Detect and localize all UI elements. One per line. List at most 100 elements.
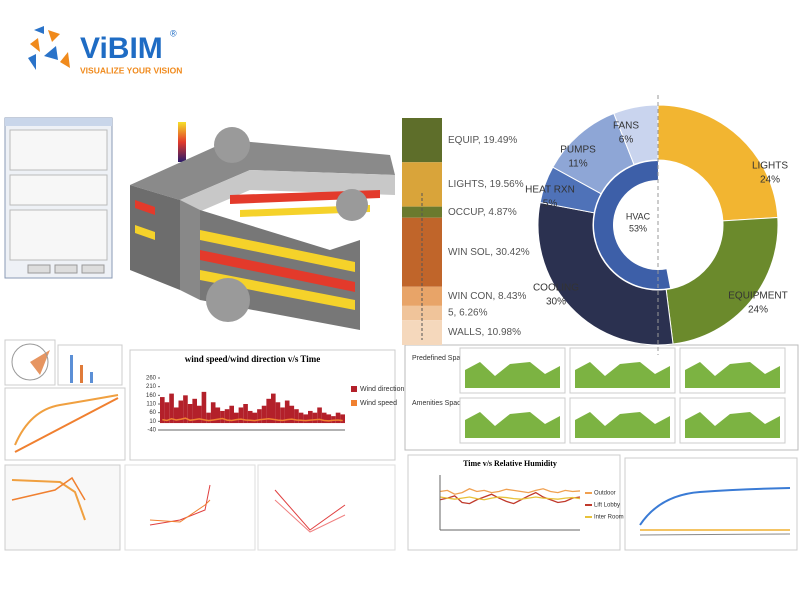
bar — [187, 404, 193, 424]
mini-area — [685, 412, 780, 438]
bar — [294, 409, 299, 424]
donut-slice — [537, 201, 674, 346]
legend-label: Outdoor — [594, 491, 616, 497]
slice-value: 6% — [619, 135, 634, 146]
bar — [220, 410, 225, 424]
logo: ViBIM ® VISUALIZE YOUR VISION — [28, 26, 182, 75]
bar — [160, 397, 165, 424]
y-tick-label: 260 — [146, 376, 157, 382]
slice-name: EQUIPMENT — [728, 291, 787, 302]
y-tick-label: 110 — [146, 402, 156, 408]
line — [162, 417, 343, 422]
slice-name: HEAT RXN — [525, 185, 575, 196]
segment-label: OCCUP, 4.87% — [448, 207, 517, 218]
column-segment — [402, 206, 442, 218]
column-segment — [402, 286, 442, 306]
registered: ® — [170, 28, 177, 38]
bar — [224, 409, 230, 424]
bar — [215, 407, 221, 424]
mini-area — [465, 362, 560, 388]
bar — [247, 410, 253, 424]
bar — [289, 405, 295, 424]
bar — [173, 407, 179, 424]
bar — [312, 412, 318, 424]
chart-title: Time v/s Relative Humidity — [463, 459, 557, 468]
bar — [275, 402, 281, 424]
bar — [257, 409, 262, 424]
mini-area — [575, 412, 670, 438]
bar — [197, 405, 202, 424]
slice-value: 24% — [748, 305, 768, 316]
line — [439, 496, 581, 501]
bar — [326, 414, 332, 424]
bar — [229, 405, 234, 424]
slice-value: 30% — [546, 297, 566, 308]
slice-value: 5% — [543, 199, 558, 210]
y-tick-label: -40 — [147, 428, 156, 434]
bar — [280, 407, 285, 424]
donut-slice — [657, 104, 779, 222]
bar — [261, 405, 267, 424]
inner-name: HVAC — [626, 211, 651, 221]
segment-label: WIN SOL, 30.42% — [448, 247, 530, 258]
slice-name: FANS — [613, 121, 639, 132]
brand: ViBIM — [80, 32, 163, 65]
bar — [271, 393, 276, 424]
space-profiles: Predefined Spaces Amenities Spaces — [404, 344, 799, 451]
slice-value: 11% — [568, 159, 587, 170]
panel-label: Amenities Spaces — [412, 400, 469, 407]
chart-frame — [407, 454, 621, 551]
inner-value: 53% — [629, 223, 647, 233]
legend-label: Inter Room — [594, 515, 624, 521]
legend-swatch — [351, 400, 357, 406]
legend-label: Lift Lobby — [594, 503, 620, 509]
bar — [340, 414, 345, 424]
bar — [317, 407, 322, 424]
segment-label: WALLS, 10.98% — [448, 327, 521, 338]
column-segment — [402, 118, 442, 163]
bar — [284, 400, 290, 424]
segment-label: 5, 6.26% — [448, 308, 488, 319]
tagline: VISUALIZE YOUR VISION — [80, 65, 182, 75]
segment-label: LIGHTS, 19.56% — [448, 179, 524, 190]
segment-label: EQUIP, 19.49% — [448, 135, 517, 146]
legend-label: Wind direction — [360, 386, 404, 393]
bar — [192, 398, 197, 424]
bar — [178, 400, 184, 424]
donut-slice — [665, 216, 779, 345]
bar — [321, 412, 327, 424]
bar — [303, 414, 308, 424]
segment-label: WIN CON, 8.43% — [448, 291, 526, 302]
bar — [252, 412, 258, 424]
slice-name: COOLING — [533, 283, 579, 294]
bar — [183, 395, 188, 424]
bar — [238, 407, 244, 424]
bar — [308, 410, 313, 424]
legend-label: Wind speed — [360, 400, 397, 407]
bar — [335, 412, 341, 424]
column-segment — [402, 305, 442, 321]
y-tick-label: 210 — [146, 384, 157, 390]
bar — [169, 393, 174, 424]
bar — [243, 404, 248, 424]
mini-charts — [4, 339, 798, 551]
line — [439, 491, 581, 505]
y-tick-label: 10 — [149, 419, 156, 425]
dialog-window — [4, 117, 113, 279]
slice-name: LIGHTS — [752, 161, 788, 172]
bar — [201, 391, 207, 424]
line — [439, 488, 581, 495]
building-model — [130, 122, 395, 330]
mini-area — [575, 362, 670, 388]
mini-area — [465, 412, 560, 438]
legend-swatch — [351, 386, 357, 392]
panel-label: Predefined Spaces — [412, 355, 472, 362]
y-tick-label: 160 — [146, 393, 157, 399]
bar — [234, 412, 239, 424]
bar — [206, 412, 211, 424]
bar — [210, 402, 216, 424]
slice-name: PUMPS — [560, 145, 596, 156]
slice-value: 24% — [760, 175, 780, 186]
mini-area — [685, 362, 780, 388]
